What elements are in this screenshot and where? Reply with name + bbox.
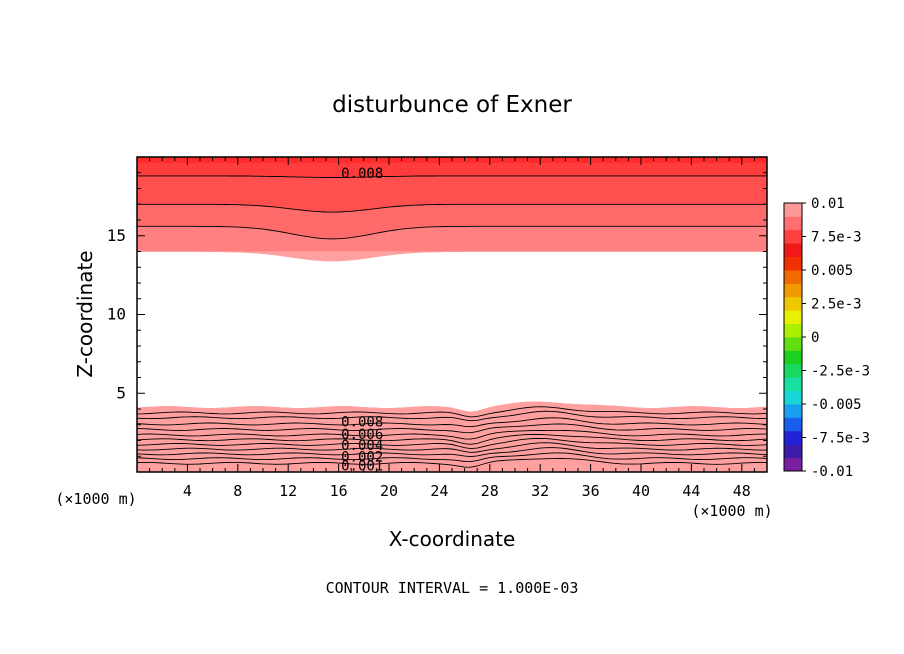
colorbar-segment — [784, 390, 802, 405]
x-tick-label: 32 — [531, 482, 549, 500]
z-tick-label: 15 — [107, 226, 126, 245]
colorbar-segment — [784, 417, 802, 432]
colorbar-labels: 0.01 7.5e-3 0.005 2.5e-3 0 -2.5e-3 -0.005 -7.5e… — [802, 196, 870, 480]
lower-contour-line — [137, 406, 767, 418]
contour-label: 0.002 — [341, 449, 383, 465]
contour-label: 0.008 — [341, 415, 383, 431]
z-tick-label: 10 — [107, 305, 126, 324]
upper-contour-line — [137, 203, 767, 213]
colorbar-segment — [784, 363, 802, 378]
colorbar-segment — [784, 243, 802, 257]
lower-contour-line — [137, 410, 767, 422]
lower-contour-line — [137, 423, 767, 434]
x-axis-label: X-coordinate — [389, 527, 516, 551]
colorbar-segment — [784, 310, 802, 324]
x-axis-ticks: 4 8 12 16 20 24 28 32 36 40 44 48 — [136, 157, 768, 500]
colorbar-segment — [784, 444, 802, 458]
x-tick-label: 24 — [430, 482, 448, 500]
colorbar-segment — [784, 216, 802, 231]
contour-label: 0.006 — [341, 427, 383, 443]
colorbar-segment — [784, 337, 802, 351]
lower-contour-line — [137, 458, 767, 468]
colorbar-label: -7.5e-3 — [811, 431, 870, 447]
z-axis-ticks: 5 10 15 — [107, 156, 767, 473]
chart-title: disturbunce of Exner — [332, 92, 572, 118]
upper-contour-line — [137, 225, 767, 240]
x-tick-label: 4 — [183, 482, 192, 500]
colorbar-label: 2.5e-3 — [811, 297, 862, 313]
x-tick-label: 8 — [233, 482, 242, 500]
colorbar-label: 0.01 — [811, 196, 845, 212]
upper-band-4 — [137, 251, 767, 262]
x-unit-left: (×1000 m) — [55, 490, 136, 508]
x-tick-label: 44 — [682, 482, 700, 500]
x-unit-right: (×1000 m) — [691, 502, 772, 520]
colorbar-segment — [784, 457, 802, 472]
lower-contour-line — [137, 442, 767, 453]
upper-band-0 — [137, 163, 767, 178]
colorbar-segment — [784, 404, 802, 418]
colorbar-label: 0.005 — [811, 263, 853, 279]
contour-lines — [137, 175, 767, 468]
lower-contour-line — [137, 433, 767, 445]
x-tick-label: 12 — [279, 482, 297, 500]
colorbar-segment — [784, 377, 802, 391]
lower-contour-line — [137, 452, 767, 463]
x-tick-label: 16 — [330, 482, 348, 500]
colorbar-label: -0.005 — [811, 397, 862, 413]
colorbar-segment — [784, 229, 802, 244]
x-tick-label: 40 — [632, 482, 650, 500]
contour-label: 0.004 — [341, 438, 383, 454]
lower-contour-line — [137, 447, 767, 458]
x-tick-label: 20 — [380, 482, 398, 500]
z-tick-label: 5 — [116, 383, 126, 402]
colorbar-label: -2.5e-3 — [811, 364, 870, 380]
lower-contour-line — [137, 417, 767, 428]
contour-interval-note: CONTOUR INTERVAL = 1.000E-03 — [326, 579, 579, 597]
x-tick-label: 28 — [481, 482, 499, 500]
lower-contour-line — [137, 429, 767, 440]
colorbar-segment — [784, 256, 802, 271]
colorbar-label: 0 — [811, 330, 819, 346]
contour-label: 0.008 — [341, 166, 383, 182]
upper-contour-line — [137, 175, 767, 178]
colorbar-segment — [784, 270, 802, 284]
colorbar-label: -0.01 — [811, 464, 853, 480]
colorbar-segment — [784, 283, 802, 298]
colorbar-segment — [784, 350, 802, 365]
upper-contour-bands — [137, 157, 767, 262]
colorbar-label: 7.5e-3 — [811, 230, 862, 246]
lower-contour-line — [137, 437, 767, 450]
x-tick-label: 36 — [582, 482, 600, 500]
x-tick-label: 48 — [733, 482, 751, 500]
colorbar-segment — [784, 203, 802, 217]
colorbar — [783, 202, 803, 472]
colorbar-segment — [784, 430, 802, 445]
z-axis-label: Z-coordinate — [73, 250, 97, 377]
colorbar-segment — [784, 296, 802, 311]
colorbar-segment — [784, 323, 802, 338]
